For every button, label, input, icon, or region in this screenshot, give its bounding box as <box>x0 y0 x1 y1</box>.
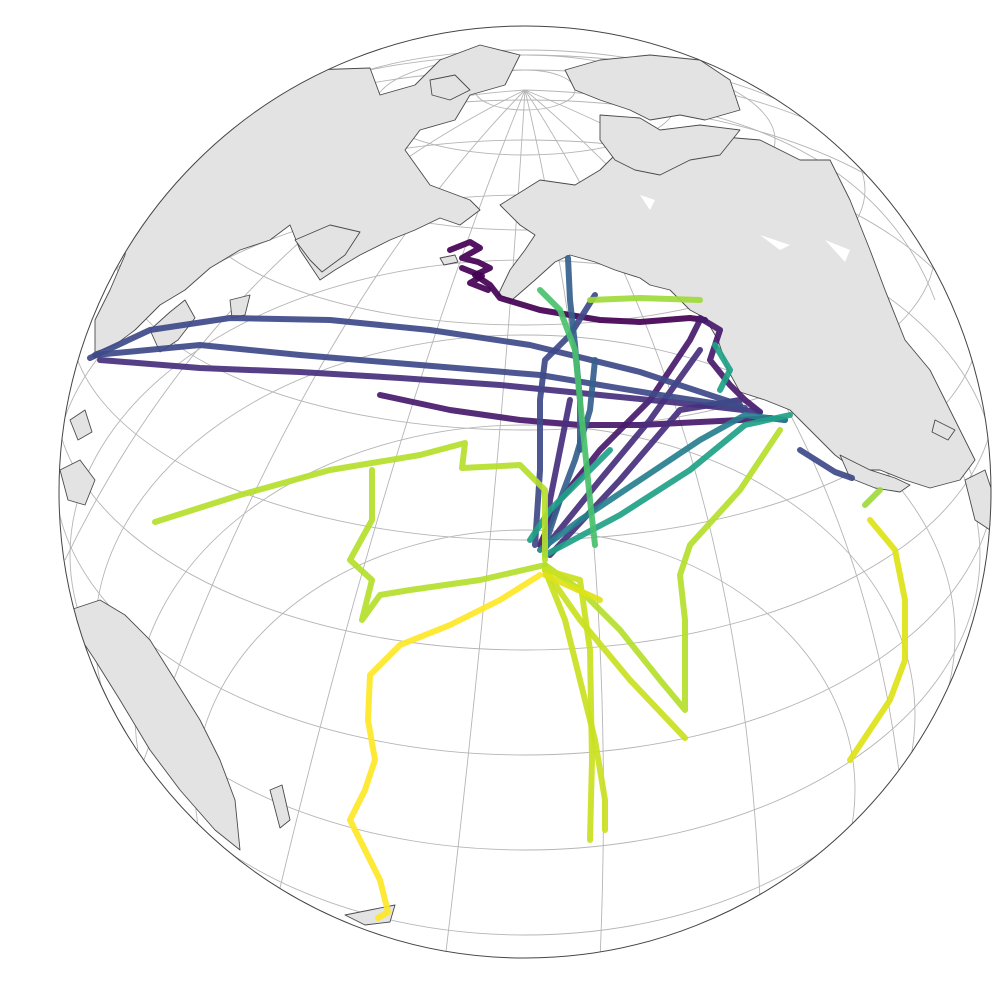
voyage-track-12-segment-1 <box>542 572 603 603</box>
voyage-track-8-segment-1 <box>537 287 598 548</box>
voyage-track-12-segment-2 <box>847 517 908 763</box>
voyage-track-12 <box>542 517 908 763</box>
globe-outline <box>58 25 992 959</box>
voyage-track-4-segment-2 <box>92 342 748 411</box>
landmass-greenland <box>564 54 741 121</box>
voyage-track-11-segment-1 <box>542 567 608 833</box>
landmass-north-america <box>497 134 976 489</box>
voyage-track-5-segment-2 <box>542 357 598 548</box>
voyage-track-6-segment-1 <box>537 412 788 553</box>
voyage-track-2-segment-2 <box>697 315 763 415</box>
landmass-cuba <box>931 419 956 441</box>
voyage-track-13-segment-1 <box>347 572 543 921</box>
voyage-track-7-segment-2 <box>527 447 613 543</box>
voyage-track-11 <box>542 567 688 843</box>
voyage-track-9-segment-2 <box>862 487 883 508</box>
voyage-track-9 <box>587 295 883 508</box>
voyage-track-10-segment-2 <box>542 427 783 713</box>
voyage-track-10-segment-3 <box>347 467 548 623</box>
landmass-japan-north <box>229 294 251 319</box>
tracks-layer <box>87 239 908 921</box>
voyage-track-10-segment-1 <box>152 440 548 563</box>
landmass-australia <box>69 599 241 851</box>
voyage-track-1-segment-2 <box>459 265 491 293</box>
landmass-new-zealand <box>269 784 291 829</box>
voyage-track-11-segment-2 <box>542 567 688 741</box>
voyage-track-4-segment-4 <box>797 447 855 481</box>
voyage-track-1 <box>447 239 708 325</box>
landmass-philippines <box>69 409 93 441</box>
voyage-track-3-segment-1 <box>97 357 763 415</box>
voyage-track-9-segment-1 <box>587 295 703 303</box>
voyage-track-1-segment-1 <box>447 239 708 325</box>
landmass-arctic-islands <box>599 114 741 176</box>
landmass-kamchatka <box>294 224 361 273</box>
landmass-arctic-island-small <box>429 74 471 101</box>
landmass-new-guinea <box>59 459 96 506</box>
voyage-track-11-segment-3 <box>542 567 595 843</box>
landmass-antarctica <box>344 904 396 926</box>
voyage-track-13 <box>347 572 543 921</box>
voyage-track-7-segment-3 <box>712 342 733 393</box>
voyage-track-10 <box>152 427 783 713</box>
voyage-track-6 <box>537 412 788 553</box>
landmass-south-america <box>964 469 991 531</box>
voyage-track-4-segment-1 <box>87 315 743 408</box>
landmass-aleutians <box>439 254 459 266</box>
voyage-track-8 <box>537 287 598 548</box>
